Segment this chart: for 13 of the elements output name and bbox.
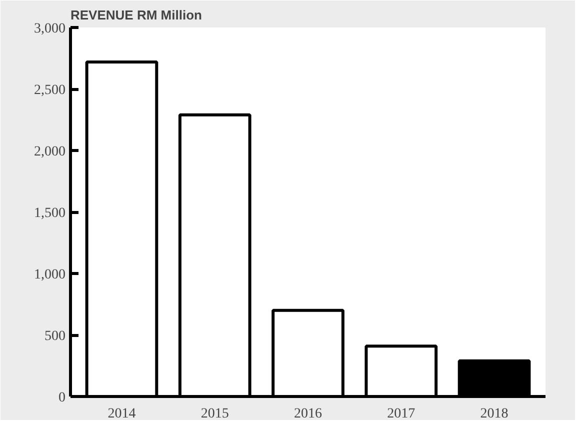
y-tick-label: 1,500 xyxy=(34,206,66,221)
chart-title: REVENUE RM Million xyxy=(70,8,202,22)
y-tick-label: 500 xyxy=(44,329,66,344)
x-tick-label: 2014 xyxy=(108,406,136,422)
x-tick-label: 2015 xyxy=(200,406,229,422)
y-tick-label: 0 xyxy=(58,390,66,406)
y-tick-label: 1,000 xyxy=(34,268,66,282)
x-tick-label: 2016 xyxy=(294,406,322,422)
x-tick-label: 2017 xyxy=(387,406,416,422)
y-tick-label: 3,000 xyxy=(34,22,66,36)
y-tick-label: 2,000 xyxy=(34,144,66,160)
x-tick-label: 2018 xyxy=(480,406,508,422)
y-tick-label: 2,500 xyxy=(34,83,66,98)
